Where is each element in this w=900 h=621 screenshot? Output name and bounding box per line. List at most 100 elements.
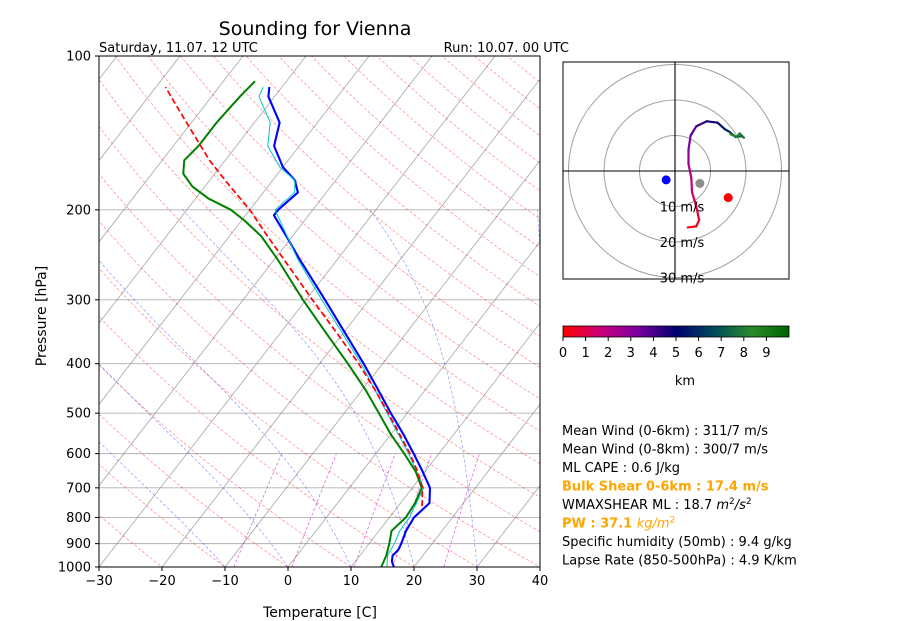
- skewt-axes: −30 −20 −10 0 10 20 30 40 100 200 300 400 500 600 700 8…: [58, 50, 548, 590]
- colorbar-tick-label: 4: [649, 346, 657, 361]
- y-tick-label: 300: [66, 293, 91, 308]
- colorbar-tick-label: 5: [672, 346, 680, 361]
- hodograph-trace-segment: [690, 177, 694, 194]
- y-tick-label: 100: [66, 50, 91, 65]
- isotherm: [350, 322, 540, 567]
- x-tick-label: 20: [406, 574, 423, 589]
- stat-line: Bulk Shear 0-6km : 17.4 m/s: [562, 480, 769, 495]
- hodograph-trace-segment: [686, 225, 698, 229]
- isotherm: [99, 56, 307, 324]
- dry-adiabat: [99, 268, 478, 567]
- moist-adiabat: [182, 209, 415, 567]
- y-tick-label: 600: [66, 447, 91, 462]
- hodograph-trace-segment: [729, 132, 738, 139]
- dry-adiabat: [99, 364, 352, 567]
- colorbar-unit-label: km: [675, 374, 695, 389]
- colorbar-tick-label: 8: [740, 346, 748, 361]
- colorbar-gradient: [562, 325, 790, 338]
- hodograph-trace-segment: [689, 125, 698, 137]
- hodograph-right-mover-marker: [723, 193, 733, 203]
- x-tick-label: 30: [469, 574, 486, 589]
- stat-line: WMAXSHEAR ML : 18.7 m2/s2: [562, 497, 752, 513]
- dry-adiabat: [99, 78, 540, 465]
- moist-adiabat: [99, 363, 289, 567]
- x-tick-label: 0: [284, 574, 292, 589]
- colorbar-tick-label: 9: [762, 346, 770, 361]
- x-tick-label: −30: [85, 574, 112, 589]
- colorbar-tick-label: 2: [604, 346, 612, 361]
- hodograph-trace-segment: [695, 218, 701, 228]
- hodograph-frame: [562, 61, 790, 280]
- series-dewpoint-line: [182, 80, 423, 567]
- hodograph-ring-label: 20 m/s: [660, 236, 705, 251]
- skewt-series: [164, 80, 432, 567]
- x-tick-label: 10: [343, 574, 360, 589]
- dry-adiabat: [213, 56, 540, 337]
- dry-adiabat: [99, 463, 226, 567]
- x-tick-label: −20: [148, 574, 175, 589]
- hodograph-mean-wind-marker: [695, 178, 705, 188]
- colorbar-tick-label: 7: [717, 346, 725, 361]
- colorbar-tick-label: 0: [559, 346, 567, 361]
- mixing-ratio-line: [353, 453, 396, 567]
- hodograph-ring-label: 10 m/s: [660, 201, 705, 216]
- hodograph: 10 m/s20 m/s30 m/s: [563, 62, 789, 287]
- x-axis-label: Temperature [C]: [262, 605, 377, 621]
- stat-line: Mean Wind (0-8km) : 300/7 m/s: [562, 443, 768, 458]
- valid-time-label: Saturday, 11.07. 12 UTC: [99, 41, 258, 56]
- stat-line: PW : 37.1 kg/m2: [562, 516, 675, 532]
- isotherm: [99, 56, 370, 406]
- mixing-ratio-line: [233, 453, 282, 567]
- skewt-frame: [98, 55, 541, 568]
- dry-adiabat: [278, 56, 540, 278]
- y-tick-label: 900: [66, 537, 91, 552]
- isotherm: [224, 159, 540, 567]
- hodograph-trace-segment: [695, 205, 701, 222]
- colorbar-tick-label: 3: [627, 346, 635, 361]
- isotherm: [99, 56, 496, 567]
- colorbar-tick-label: 1: [581, 346, 589, 361]
- isotherm: [99, 56, 181, 162]
- moist-adiabat: [369, 209, 478, 567]
- mixing-ratio-line: [443, 453, 480, 567]
- isotherm: [161, 78, 540, 567]
- colorbar-tick-label: 6: [694, 346, 702, 361]
- moist-adiabat: [99, 260, 352, 567]
- dry-adiabat: [99, 514, 163, 567]
- series-parcel-line: [164, 86, 424, 507]
- hodograph-trace-segment: [687, 162, 693, 180]
- hodograph-trace-segment: [687, 134, 692, 151]
- isotherm: [287, 241, 540, 567]
- stat-line: Lapse Rate (850-500hPa) : 4.9 K/km: [562, 554, 797, 569]
- y-tick-label: 700: [66, 481, 91, 496]
- chart-title: Sounding for Vienna: [219, 18, 412, 40]
- dry-adiabat: [99, 566, 100, 567]
- dry-adiabat: [99, 220, 540, 567]
- hodograph-trace-segment: [695, 120, 709, 128]
- hodograph-trace-segment: [705, 120, 719, 124]
- series-temperature-thin-line: [258, 86, 425, 567]
- dry-adiabat: [99, 316, 415, 567]
- isotherm: [99, 56, 433, 487]
- stat-line: Specific humidity (50mb) : 9.4 g/kg: [562, 535, 792, 550]
- dry-adiabat: [99, 413, 289, 567]
- dry-adiabat: [245, 56, 540, 307]
- y-tick-label: 200: [66, 203, 91, 218]
- isotherm: [413, 403, 540, 567]
- stats-panel: Mean Wind (0-6km) : 311/7 m/s Mean Wind (…: [562, 424, 797, 569]
- y-tick-label: 1000: [58, 561, 91, 576]
- y-axis-label: Pressure [hPa]: [34, 266, 50, 366]
- x-tick-label: −10: [211, 574, 238, 589]
- x-tick-label: 40: [532, 574, 549, 589]
- dry-adiabat: [147, 56, 540, 400]
- series-temperature-line: [267, 86, 432, 567]
- isotherm: [99, 56, 244, 243]
- stat-line: Mean Wind (0-6km) : 311/7 m/s: [562, 424, 768, 439]
- hodograph-trace-segment: [716, 121, 726, 131]
- dry-adiabat: [99, 173, 540, 533]
- stat-line: ML CAPE : 0.6 J/kg: [562, 461, 680, 476]
- hodograph-trace-segment: [690, 191, 698, 208]
- mixing-ratio-line: [291, 453, 337, 567]
